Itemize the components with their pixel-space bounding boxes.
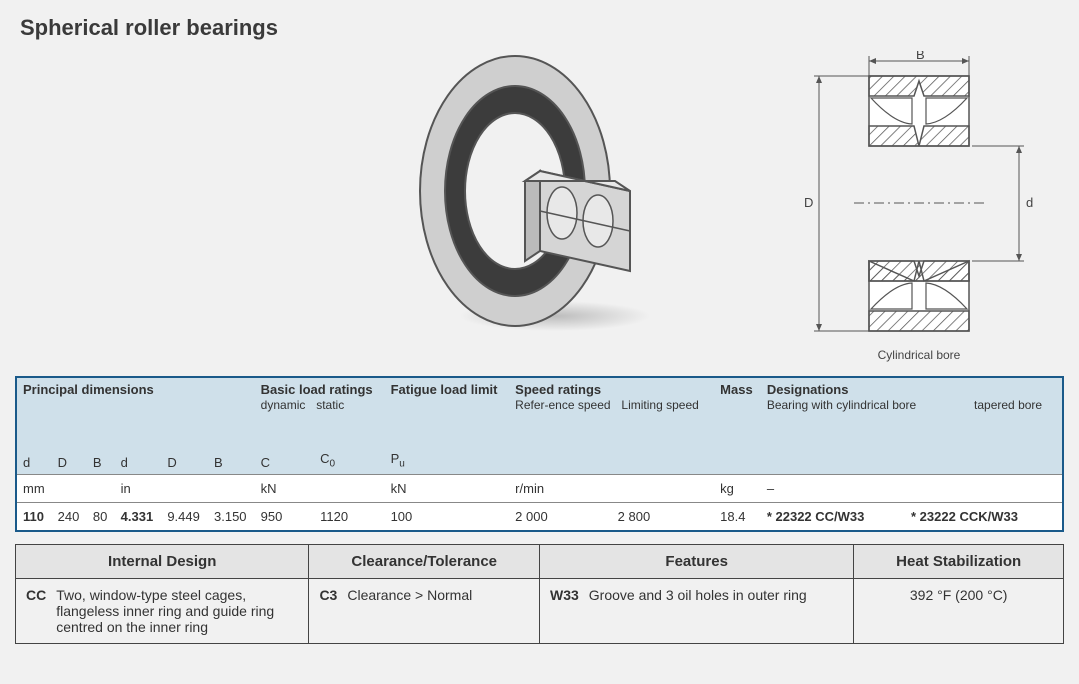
clearance-text: Clearance > Normal	[347, 587, 472, 603]
unit-in: in	[115, 474, 255, 502]
val-C: 950	[255, 502, 314, 531]
hdr-load: Basic load ratings	[261, 382, 373, 397]
unit-dash: –	[761, 474, 1063, 502]
dim-label-D: D	[804, 195, 813, 210]
bearing-3d-illustration	[415, 41, 675, 341]
val-D-mm: 240	[52, 502, 87, 531]
val-B-mm: 80	[87, 502, 115, 531]
dim-label-B: B	[916, 51, 925, 62]
sym-Din: D	[161, 437, 208, 474]
page-title: Spherical roller bearings	[20, 15, 1064, 41]
val-d-in: 4.331	[115, 502, 162, 531]
hdr-load-static: static	[316, 398, 344, 412]
val-mass: 18.4	[714, 502, 761, 531]
val-lim: 2 800	[612, 502, 715, 531]
hdr-speed: Speed ratings	[515, 382, 601, 397]
sym-din: d	[115, 437, 162, 474]
unit-rmin: r/min	[509, 474, 714, 502]
hdr-dims: Principal dimensions	[23, 382, 154, 397]
val-d-mm: 110	[16, 502, 52, 531]
details-table: Internal Design Clearance/Tolerance Feat…	[15, 544, 1064, 644]
val-B-in: 3.150	[208, 502, 255, 531]
hdr-desig-tap: tapered bore	[974, 398, 1042, 412]
val-tap: * 23222 CCK/W33	[905, 502, 1063, 531]
hdr-desig: Designations	[767, 382, 849, 397]
sym-D: D	[52, 437, 87, 474]
sym-Bin: B	[208, 437, 255, 474]
internal-code: CC	[26, 587, 46, 603]
val-ref: 2 000	[509, 502, 612, 531]
cross-section-caption: Cylindrical bore	[794, 348, 1044, 362]
cell-features: W33 Groove and 3 oil holes in outer ring	[539, 578, 853, 643]
hdr-clearance: Clearance/Tolerance	[309, 544, 540, 578]
hdr-fatigue: Fatigue load limit	[391, 382, 498, 397]
features-code: W33	[550, 587, 579, 603]
hdr-speed-lim: Limiting speed	[621, 398, 698, 412]
hdr-speed-ref: Refer-ence speed	[515, 398, 610, 412]
hdr-heat: Heat Stabilization	[854, 544, 1064, 578]
sym-C: C	[255, 437, 314, 474]
hdr-internal: Internal Design	[16, 544, 309, 578]
sym-d: d	[16, 437, 52, 474]
cell-clearance: C3 Clearance > Normal	[309, 578, 540, 643]
sym-Pu: Pu	[385, 437, 510, 474]
cross-section-diagram: B D d	[794, 51, 1044, 361]
sym-C0: C0	[314, 437, 384, 474]
top-illustration-region: B D d	[15, 51, 1064, 371]
hdr-mass: Mass	[720, 382, 753, 397]
features-text: Groove and 3 oil holes in outer ring	[589, 587, 807, 603]
hdr-features: Features	[539, 544, 853, 578]
cell-internal: CC Two, window-type steel cages, flangel…	[16, 578, 309, 643]
unit-kN: kN	[255, 474, 385, 502]
clearance-code: C3	[319, 587, 337, 603]
val-Pu: 100	[385, 502, 510, 531]
hdr-desig-cyl: Bearing with cylindrical bore	[767, 398, 916, 412]
dim-label-d: d	[1026, 195, 1033, 210]
sym-B: B	[87, 437, 115, 474]
hdr-load-dyn: dynamic	[261, 398, 306, 412]
val-D-in: 9.449	[161, 502, 208, 531]
unit-mm: mm	[16, 474, 115, 502]
principal-dimensions-table: Principal dimensions Basic load ratings …	[15, 376, 1064, 532]
unit-kg: kg	[714, 474, 761, 502]
val-cyl: * 22322 CC/W33	[761, 502, 905, 531]
unit-kN2: kN	[385, 474, 510, 502]
val-C0: 1120	[314, 502, 384, 531]
cell-heat: 392 °F (200 °C)	[854, 578, 1064, 643]
internal-text: Two, window-type steel cages, flangeless…	[56, 587, 298, 635]
